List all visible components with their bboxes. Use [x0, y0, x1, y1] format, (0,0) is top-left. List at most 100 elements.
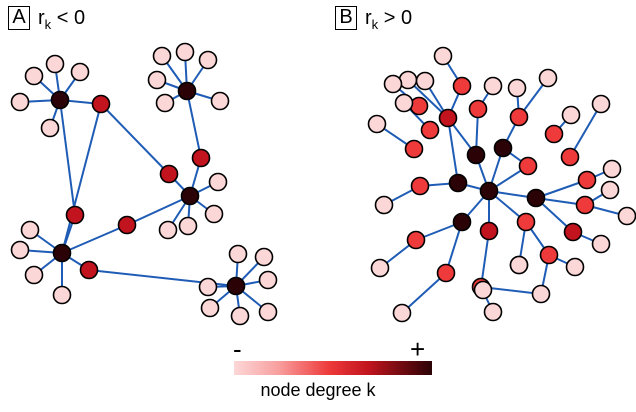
panel-b-node-35 — [538, 68, 558, 88]
panel-a-node-20 — [10, 240, 30, 260]
panel-a-node-26 — [258, 270, 278, 290]
panel-b-node-6 — [438, 108, 458, 128]
panel-b-node-24 — [436, 263, 456, 283]
panel-b-node-34 — [507, 78, 527, 98]
panel-b-node-25 — [406, 230, 426, 250]
panel-a-nodes — [10, 42, 278, 326]
panel-b-node-39 — [617, 206, 636, 226]
panel-a-edge-29 — [61, 103, 102, 254]
panel-a-node-33 — [191, 148, 211, 168]
panel-b-node-17 — [560, 147, 580, 167]
panel-a-node-8 — [175, 42, 195, 62]
panel-b-nodes — [367, 46, 636, 323]
panel-a-node-25 — [254, 247, 274, 267]
panel-a-node-1 — [24, 66, 44, 86]
panel-a-tag: A — [8, 6, 30, 30]
panel-b-node-10 — [420, 120, 440, 140]
panel-b-node-29 — [433, 46, 453, 66]
panel-b-node-47 — [370, 258, 390, 278]
legend-caption: node degree k — [260, 380, 376, 400]
panel-b-node-49 — [531, 284, 551, 304]
panel-b-caption-main: r — [365, 7, 372, 29]
legend-minus-sign: - — [233, 334, 242, 364]
panel-b-node-2 — [466, 145, 486, 165]
panel-a-edge-34 — [61, 224, 128, 254]
panel-b-node-36 — [561, 105, 581, 125]
panel-a-edge-32 — [186, 90, 202, 159]
panel-a-caption: rk < 0 — [38, 6, 85, 32]
panel-b-node-8 — [563, 222, 583, 242]
panel-b-node-21 — [539, 245, 559, 265]
panel-b-node-11 — [409, 96, 429, 116]
panel-b-node-4 — [526, 188, 546, 208]
panel-a-node-2 — [45, 54, 65, 74]
panel-b-node-5 — [452, 212, 472, 232]
panel-a-node-22 — [52, 285, 72, 305]
panel-a-node-7 — [152, 46, 172, 66]
panel-a-node-17 — [158, 220, 178, 240]
panel-b-node-28 — [415, 71, 435, 91]
panel-a-node-15 — [204, 204, 224, 224]
panel-a-node-10 — [147, 70, 167, 90]
panel-b-node-26 — [410, 176, 430, 196]
panel-b-node-13 — [468, 99, 488, 119]
panel-a-caption-sub: k — [44, 17, 52, 32]
panel-b-tag: B — [335, 6, 357, 30]
panel-b-node-9 — [452, 76, 472, 96]
panel-a-node-32 — [159, 164, 179, 184]
panel-b-caption-sub: k — [371, 17, 379, 32]
panel-b-node-37 — [591, 94, 611, 114]
panel-a-edge-35 — [126, 195, 191, 226]
panel-a-node-30 — [198, 277, 218, 297]
panel-b-node-45 — [483, 302, 503, 322]
panel-a-caption-main: r — [38, 7, 45, 29]
panel-b-node-40 — [600, 180, 620, 200]
panel-b-node-19 — [575, 195, 595, 215]
panel-a-node-11 — [155, 93, 175, 113]
panel-b-edge-7 — [447, 117, 459, 184]
panel-b-node-16 — [544, 124, 564, 144]
panel-b-node-14 — [509, 107, 529, 127]
panel-b-edge-16 — [480, 230, 490, 288]
panel-b-node-3 — [493, 138, 513, 158]
panel-b-caption-rest: > 0 — [378, 7, 413, 29]
panel-a-node-19 — [20, 220, 40, 240]
panel-a-edge-28 — [100, 103, 170, 175]
panel-a-node-31 — [91, 94, 111, 114]
panel-b-node-20 — [516, 212, 536, 232]
panel-a-node-21 — [24, 265, 44, 285]
panel-a-caption-rest: < 0 — [51, 7, 86, 29]
panel-a-node-6 — [177, 81, 197, 101]
panel-a-node-5 — [40, 118, 60, 138]
panel-b-node-12 — [404, 139, 424, 159]
panel-b-node-43 — [509, 255, 529, 275]
panel-b-node-41 — [591, 234, 611, 254]
panel-a-node-3 — [70, 62, 90, 82]
panel-b-caption: rk > 0 — [365, 6, 412, 32]
panel-a-node-12 — [210, 91, 230, 111]
panel-a-node-0 — [50, 90, 70, 110]
panel-a-node-4 — [10, 92, 30, 112]
panel-b-node-42 — [565, 257, 585, 277]
panel-a-node-16 — [178, 216, 198, 236]
panel-b-node-18 — [577, 170, 597, 190]
panel-b-node-44 — [473, 280, 493, 300]
panel-a-node-18 — [52, 243, 72, 263]
panel-a-node-27 — [258, 302, 278, 322]
panel-a-node-14 — [208, 172, 228, 192]
panel-a-node-9 — [198, 50, 218, 70]
panel-a-node-34 — [65, 205, 85, 225]
panel-a-node-35 — [117, 215, 137, 235]
panel-a-node-24 — [228, 244, 248, 264]
degree-color-scale — [234, 361, 432, 375]
panel-b-node-38 — [602, 159, 622, 179]
panel-b-node-33 — [483, 76, 503, 96]
panel-b-node-32 — [367, 114, 387, 134]
panel-b-edge-42 — [401, 272, 447, 314]
panel-b-node-31 — [383, 74, 403, 94]
panel-a-node-29 — [200, 298, 220, 318]
panel-a-node-28 — [230, 306, 250, 326]
panel-b-node-15 — [518, 156, 538, 176]
